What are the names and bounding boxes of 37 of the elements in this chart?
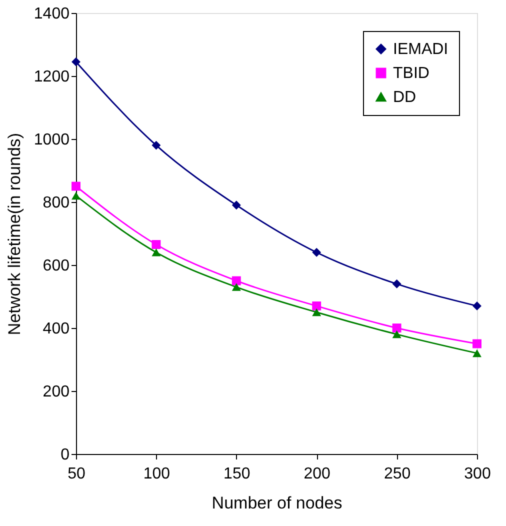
x-tick-label: 250: [384, 466, 411, 482]
y-axis-title: Network lifetime(in rounds): [4, 132, 24, 336]
x-tick-label: 200: [304, 466, 331, 482]
point: [472, 339, 482, 348]
legend-label: IEMADI: [393, 41, 448, 58]
point: [152, 240, 161, 249]
legend-label: TBID: [393, 65, 430, 82]
point: [152, 248, 161, 256]
x-axis-title: Number of nodes: [212, 494, 342, 512]
y-tick-label: 1400: [34, 6, 70, 22]
y-tick-label: 1000: [34, 132, 70, 148]
point: [312, 248, 322, 257]
point: [392, 330, 402, 338]
y-tick-label: 400: [42, 320, 70, 338]
y-tick-label: 0: [60, 446, 70, 464]
point: [312, 301, 322, 310]
point: [472, 301, 482, 310]
point: [312, 308, 322, 316]
point: [232, 283, 241, 291]
y-tick-label: 600: [42, 258, 70, 274]
point: [72, 192, 80, 200]
x-tick-label: 300: [464, 466, 491, 482]
x-tick-label: 50: [68, 466, 86, 482]
x-tick-label: 150: [224, 466, 250, 482]
point: [232, 276, 241, 286]
y-tick-label: 1200: [34, 68, 70, 86]
point: [72, 57, 80, 66]
point: [72, 182, 80, 191]
point: [392, 279, 402, 288]
point: [392, 324, 402, 332]
legend-label: DD: [393, 89, 416, 106]
y-tick-label: 200: [42, 384, 70, 400]
x-tick-label: 100: [143, 466, 170, 482]
point: [472, 349, 482, 358]
point: [232, 200, 241, 210]
y-tick-label: 800: [42, 194, 70, 212]
point: [152, 140, 161, 150]
